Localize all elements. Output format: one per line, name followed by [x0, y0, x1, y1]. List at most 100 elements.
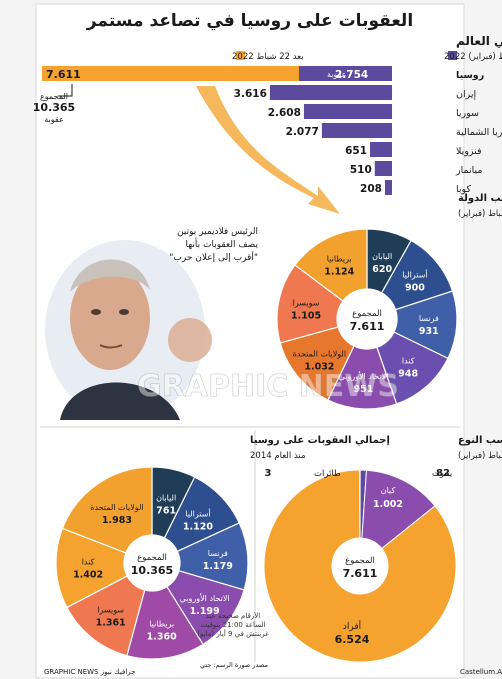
pie-center-label: المجموع: [137, 553, 167, 563]
pie-category-label: طائرات: [314, 469, 341, 479]
bar-category-label: ميانمار: [455, 165, 482, 176]
bar-before-value: 2.608: [268, 107, 301, 119]
bar-category-label: كوريا الشمالية: [456, 127, 502, 138]
pie-category-label: أفراد: [343, 620, 361, 632]
pie-value-label: 6.524: [335, 633, 370, 646]
legend-before-swatch: [448, 51, 457, 60]
total-section-subtitle: منذ العام 2014: [250, 451, 306, 461]
pie-value-label: 1.002: [373, 499, 403, 510]
bar-before: [269, 85, 392, 100]
pie-value-label: 1.199: [190, 606, 220, 617]
pie-value-label: 1.361: [96, 617, 126, 628]
bar-before: [303, 104, 392, 119]
bar-category-label: سوريا: [456, 108, 479, 119]
pie-category-label: سويسرا: [293, 298, 320, 307]
bar-before-value: 651: [345, 145, 367, 157]
pie-center: [332, 538, 388, 594]
pie-value-label: 931: [419, 326, 439, 337]
pie-category-label: فرنسا: [419, 314, 439, 323]
bar-category-label: كوبا: [456, 184, 471, 195]
bar-before: [374, 161, 392, 176]
legend-after-label: بعد 22 شباط 2022: [232, 52, 304, 62]
total-section-title: إجمالي العقوبات على روسيا: [250, 435, 390, 446]
pie-category-label: الاتحاد الأوروبي: [180, 593, 230, 603]
bar-category-label: فنزويلا: [456, 146, 482, 157]
pie-category-label: الاتحاد الأوروبي: [338, 371, 388, 381]
bar-before: [384, 180, 392, 195]
total-unit: عقوبة: [44, 115, 63, 124]
state-section-subtitle: منذ 22 شباط (فبراير): [458, 209, 502, 219]
pie-category-label: كندا: [402, 356, 415, 365]
bar-before-value: 2.754: [335, 69, 368, 81]
pie-center-value: 7.611: [350, 320, 385, 333]
putin-caption-box: الرئيس فلاديمير بوتين يصف العقوبات بأنها…: [169, 227, 258, 263]
pie-value-label: 620: [372, 264, 392, 275]
pie-center: [337, 289, 397, 349]
flow-arrow: [196, 86, 340, 214]
bar-before-value: 2.077: [286, 126, 319, 138]
pie-value-label: 1.105: [291, 310, 321, 321]
page-title: العقوبات على روسيا في تصاعد مستمر: [86, 11, 413, 31]
pie-center-label: المجموع: [352, 309, 382, 319]
putin-caption: الرئيس فلاديمير بوتين يصف العقوبات بأنها…: [169, 227, 258, 263]
pie-total: اليابان 761 أستراليا 1.120 فرنسا 1.179 الاتحاد…: [55, 466, 249, 660]
state-section-title: عدد العقوبات على روسيا بحسب الدولة: [458, 193, 502, 204]
putin-illustration: [45, 240, 212, 420]
pie-center-value: 7.611: [343, 567, 378, 580]
pie-category-label: الولايات المتحدة: [90, 503, 143, 512]
bar-after: [42, 66, 300, 81]
pie-category-label: كندا: [82, 558, 95, 567]
pie-category-label: الولايات المتحدة: [293, 350, 346, 359]
bar-category-label: روسيا: [456, 70, 484, 81]
pie-value-label: 1.983: [102, 515, 132, 526]
pie-value-label: 3: [265, 468, 272, 479]
total-callout-line: [58, 84, 73, 97]
footnote-text: الأرقام صحيحة عند الساعة 21:00 بتوقيت غر…: [197, 612, 269, 638]
footer-source: المصدر: Castellum.AI: [460, 668, 502, 676]
bar-before: [321, 123, 392, 138]
pie-center-value: 10.365: [131, 564, 173, 577]
pie-value-label: 948: [398, 368, 418, 379]
pie-category-label: اليابان: [372, 252, 392, 261]
legend-after-swatch: [236, 51, 245, 60]
type-section-subtitle: منذ 22 شباط (فبراير): [458, 451, 502, 461]
pie-value-label: 1.402: [73, 570, 103, 581]
pie-value-label: 761: [156, 506, 176, 517]
pie-by-state: اليابان 620 أستراليا 900 فرنسا 931 كندا 948 الات…: [276, 228, 458, 410]
pie-category-label: فرنسا: [208, 549, 228, 558]
legend-before-label: قبل 22 شباط (فبراير) 2022: [444, 52, 502, 62]
bar-before-value: 3.616: [234, 88, 267, 100]
footer-credit: GRAPHIC NEWS جرافيك نيوز: [44, 668, 136, 676]
bar-before: [370, 142, 392, 157]
pie-category-label: أستراليا: [402, 270, 427, 280]
footnote-box: الأرقام صحيحة عند الساعة 21:00 بتوقيت غر…: [197, 612, 269, 638]
pie-center-label: المجموع: [345, 556, 375, 566]
pie-category-label: كيان: [381, 486, 396, 495]
bar-before: [299, 66, 392, 81]
pie-value-label: 1.124: [324, 267, 354, 278]
pie-category-label: يخوت: [432, 469, 453, 479]
bar-before-value: 208: [360, 183, 382, 195]
pie-value-label: 951: [354, 384, 374, 395]
bar-before-value: 510: [350, 164, 372, 176]
total-value: 10.365: [33, 101, 75, 114]
top-section-title: الدول الأكثر معاقبة في العالم: [456, 33, 502, 49]
pie-value-label: 1.032: [304, 362, 334, 373]
pie-category-label: بريطانيا: [149, 619, 174, 628]
watermark: GRAPHIC NEWS: [137, 369, 399, 404]
bar-sanctions-word: عقوبة: [327, 70, 346, 79]
photo-credit: مصدر صورة الرسم: جتي: [200, 661, 268, 669]
pie-category-label: اليابان: [156, 494, 176, 503]
pie-value-label: 900: [405, 283, 425, 294]
pie-value-label: 1.120: [183, 521, 213, 532]
bar-category-label: إيران: [456, 89, 477, 100]
bar-after-value: 7.611: [46, 68, 81, 81]
pie-value-label: 82: [436, 468, 450, 479]
pie-category-label: أستراليا: [185, 508, 210, 518]
type-section-title: عدد العقوبات على روسيا بحسب النوع: [458, 435, 502, 446]
pie-center: [124, 535, 180, 591]
total-label: المجموع: [40, 92, 68, 101]
